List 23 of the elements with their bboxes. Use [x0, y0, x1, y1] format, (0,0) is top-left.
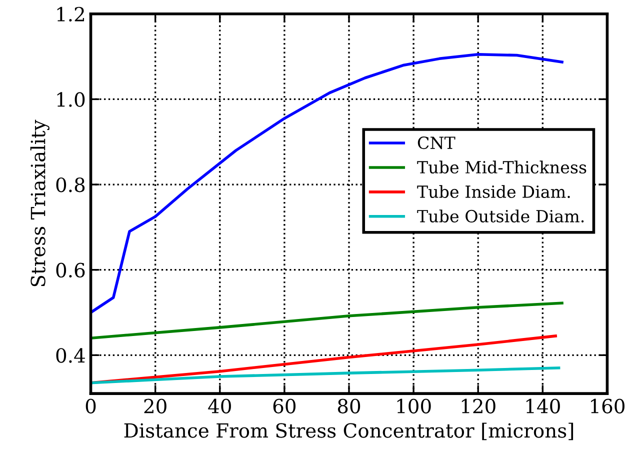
x-tick-label: 20	[144, 398, 166, 414]
x-axis-title: Distance From Stress Concentrator [microns]	[124, 422, 574, 440]
x-tick-label: 120	[462, 398, 496, 414]
x-tick-label: 40	[208, 398, 231, 414]
legend-label: Tube Mid-Thickness	[417, 160, 586, 174]
line-series	[90, 366, 560, 384]
x-tick-label: 80	[338, 398, 360, 414]
y-tick-label: 1.2	[57, 6, 84, 22]
y-axis-title: Stress Triaxiality	[30, 120, 50, 286]
line-series	[90, 334, 557, 384]
legend-label: CNT	[418, 136, 456, 150]
legend-label: Tube Inside Diam.	[417, 185, 570, 198]
x-tick-label: 0	[86, 398, 96, 414]
y-tick-label: 1.0	[57, 92, 85, 107]
y-tick-label: 0.8	[56, 177, 85, 192]
y-tick-label: 0.6	[56, 262, 85, 278]
y-tick-label: 0.4	[56, 348, 85, 363]
x-tick-label: 60	[273, 398, 296, 414]
x-tick-label: 160	[591, 398, 624, 414]
x-tick-label: 100	[397, 398, 431, 414]
legend-label: Tube Outside Diam.	[417, 210, 584, 222]
x-tick-label: 140	[526, 398, 560, 414]
line-series	[90, 302, 564, 340]
